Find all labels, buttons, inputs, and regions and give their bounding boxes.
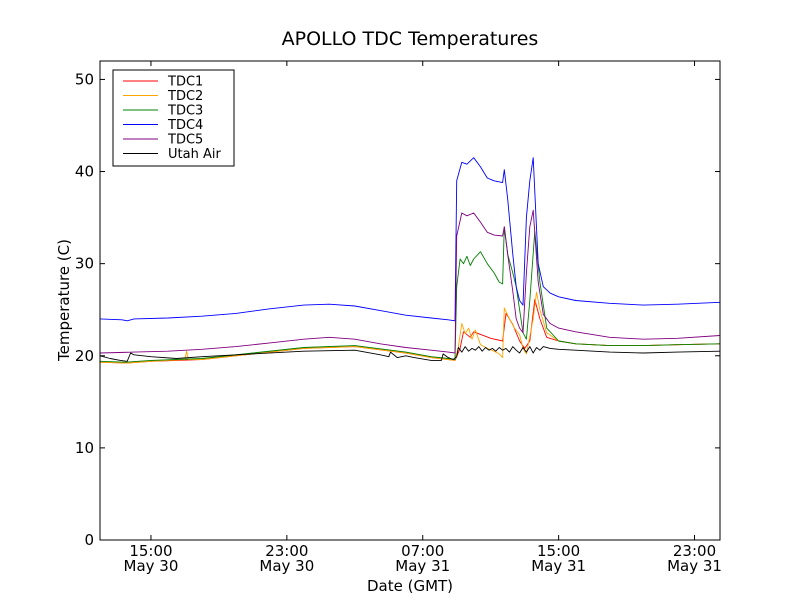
y-axis-label: Temperature (C) xyxy=(55,239,73,362)
chart-title: APOLLO TDC Temperatures xyxy=(282,28,539,50)
y-tick-label: 0 xyxy=(84,531,94,549)
legend-entry-label: TDC1 xyxy=(167,75,203,90)
series-line-utah-air xyxy=(99,346,721,362)
x-tick-time-label: 07:00 xyxy=(401,542,444,560)
legend-entry-label: Utah Air xyxy=(168,147,221,162)
x-tick-date-label: May 31 xyxy=(395,557,450,575)
y-tick-label: 30 xyxy=(75,255,94,273)
x-tick-date-label: May 31 xyxy=(667,557,722,575)
series-line-tdc5 xyxy=(99,209,721,354)
x-axis-label: Date (GMT) xyxy=(367,577,453,595)
x-tick-time-label: 23:00 xyxy=(265,542,308,560)
x-tick-date-label: May 31 xyxy=(531,557,586,575)
legend-entry-label: TDC3 xyxy=(167,104,203,119)
legend-entry-label: TDC2 xyxy=(167,89,203,104)
x-tick-date-label: May 30 xyxy=(124,557,179,575)
series-line-tdc3 xyxy=(99,226,721,363)
x-tick-date-label: May 30 xyxy=(259,557,314,575)
series-layer xyxy=(99,157,721,364)
series-line-tdc2 xyxy=(99,291,721,364)
y-tick-label: 50 xyxy=(75,70,94,88)
x-tick-time-label: 15:00 xyxy=(129,542,172,560)
y-axis-ticks: 0 10 20 30 40 50 xyxy=(75,70,720,549)
y-tick-label: 10 xyxy=(75,439,94,457)
legend-box xyxy=(112,69,235,167)
series-line-tdc4 xyxy=(99,157,721,322)
legend-entry-label: TDC5 xyxy=(167,133,203,148)
x-tick-time-label: 15:00 xyxy=(537,542,580,560)
legend-entry-label: TDC4 xyxy=(167,118,203,133)
y-tick-label: 40 xyxy=(75,163,94,181)
y-tick-label: 20 xyxy=(75,347,94,365)
plot-frame xyxy=(99,60,721,541)
x-tick-time-label: 23:00 xyxy=(673,542,716,560)
